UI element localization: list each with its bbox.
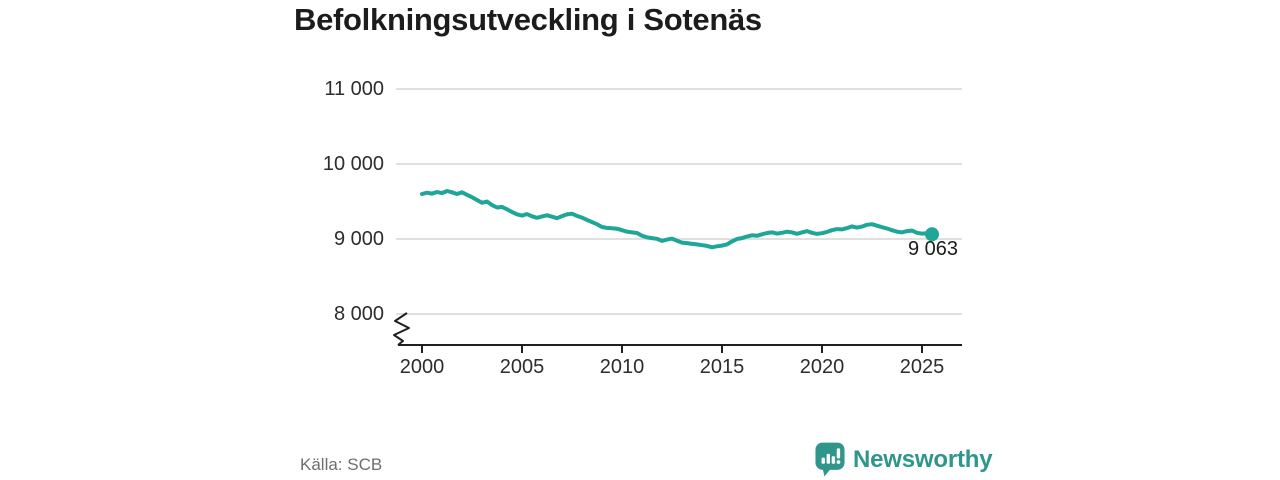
x-tick-label: 2015 (699, 356, 745, 378)
x-tick-label: 2000 (399, 356, 445, 378)
newsworthy-logo-text: Newsworthy (853, 445, 993, 473)
newsworthy-logo: Newsworthy (815, 442, 993, 477)
last-value-label: 9 063 (907, 238, 958, 260)
x-tick-label: 2020 (799, 356, 845, 378)
population-line-series (420, 189, 934, 250)
axis-break-icon (393, 312, 410, 346)
x-tick-label: 2025 (899, 356, 945, 378)
y-tick-label: 11 000 (324, 78, 384, 100)
newsworthy-bubble-chart-icon (815, 442, 845, 477)
y-tick-label: 9 000 (333, 228, 384, 250)
x-tick-label: 2010 (599, 356, 645, 378)
chart-title: Befolkningsutveckling i Sotenäs (294, 2, 762, 37)
y-tick-label: 8 000 (333, 303, 384, 325)
source-credit: Källa: SCB (300, 455, 383, 474)
end-point-marker (925, 227, 939, 242)
x-tick-label: 2005 (499, 356, 545, 378)
y-tick-label: 10 000 (322, 153, 384, 175)
